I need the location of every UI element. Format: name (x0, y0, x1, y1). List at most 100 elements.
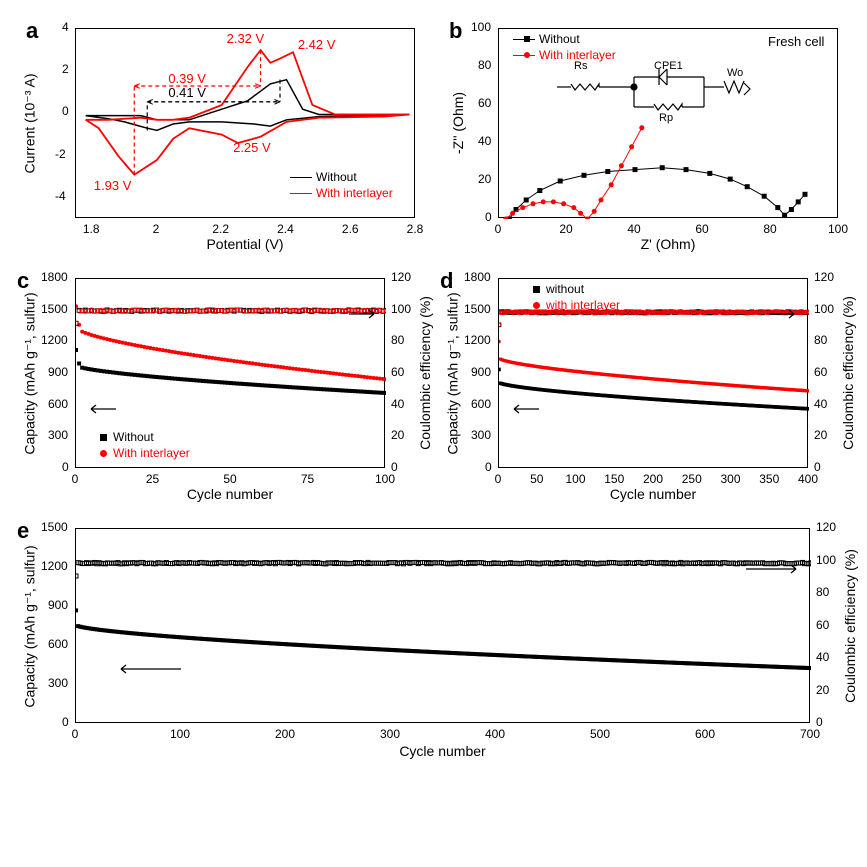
tick: 100 (391, 302, 411, 316)
annotation: 2.32 V (227, 31, 265, 46)
tick: 80 (391, 333, 404, 347)
tick: 40 (391, 397, 404, 411)
tick: 80 (814, 333, 827, 347)
tick: 75 (294, 472, 322, 486)
tick: 1200 (41, 333, 68, 347)
panel-e: e 030060090012001500 0100200300400500600… (10, 510, 857, 770)
legend-d-with: with interlayer (533, 298, 620, 312)
tick: 20 (478, 172, 491, 186)
tick: 0 (484, 222, 512, 236)
panel-e-ylabel: Capacity (mAh g⁻¹, sulfur) (22, 537, 39, 717)
panel-e-xlabel: Cycle number (75, 743, 810, 759)
tick: 300 (471, 428, 491, 442)
tick: 40 (816, 650, 829, 664)
tick: 900 (48, 365, 68, 379)
legend-c-without-label: Without (113, 430, 154, 444)
tick: 2 (62, 62, 69, 76)
legend-b-without-label: Without (539, 32, 580, 46)
legend-c-with: With interlayer (100, 446, 190, 460)
panel-c-legend: Without With interlayer (100, 430, 190, 462)
tick: 1200 (464, 333, 491, 347)
tick: 50 (216, 472, 244, 486)
legend-a-with-label: With interlayer (316, 186, 393, 200)
panel-b-ylabel: -Z'' (Ohm) (450, 73, 466, 173)
tick: 300 (376, 727, 404, 741)
figure: a -4-2024 1.822.22.42.62.8 Current (10⁻³… (10, 10, 857, 770)
tick: 0 (61, 727, 89, 741)
tick: -4 (55, 189, 66, 203)
tick: 600 (691, 727, 719, 741)
tick: 40 (620, 222, 648, 236)
tick: 0 (484, 472, 512, 486)
tick: 80 (478, 58, 491, 72)
panel-b-legend: Without With interlayer (513, 32, 616, 64)
circuit-cpe1: CPE1 (654, 60, 683, 72)
legend-b-with-label: With interlayer (539, 48, 616, 62)
tick: 20 (552, 222, 580, 236)
tick: 1500 (41, 520, 68, 534)
tick: 400 (794, 472, 822, 486)
panel-b-freshcell: Fresh cell (768, 34, 824, 49)
panel-c: c 0300600900120015001800 0255075100 0204… (10, 260, 433, 510)
tick: 120 (816, 520, 836, 534)
tick: 2.8 (401, 222, 429, 236)
panel-a-ylabel: Current (10⁻³ A) (22, 64, 39, 184)
tick: 2.2 (207, 222, 235, 236)
tick: 100 (816, 553, 836, 567)
tick: 1500 (41, 302, 68, 316)
panel-d-legend: without with interlayer (533, 282, 620, 314)
tick: 0 (816, 715, 823, 729)
tick: 300 (48, 676, 68, 690)
tick: 0 (814, 460, 821, 474)
tick: 900 (48, 598, 68, 612)
panel-a: a -4-2024 1.822.22.42.62.8 Current (10⁻³… (10, 10, 433, 260)
legend-b-with: With interlayer (513, 48, 616, 62)
annotation: 1.93 V (94, 178, 132, 193)
legend-c-without: Without (100, 430, 190, 444)
tick: 20 (814, 428, 827, 442)
tick: 900 (471, 365, 491, 379)
plot-e-area (75, 528, 810, 723)
tick: 2 (142, 222, 170, 236)
legend-d-with-label: with interlayer (546, 298, 620, 312)
row-2: c 0300600900120015001800 0255075100 0204… (10, 260, 857, 510)
panel-c-y2label: Coulombic efficiency (%) (417, 283, 433, 463)
tick: 0 (62, 104, 69, 118)
tick: 250 (678, 472, 706, 486)
circuit-rp: Rp (659, 112, 673, 124)
tick: 80 (756, 222, 784, 236)
legend-d-without: without (533, 282, 620, 296)
tick: 40 (814, 397, 827, 411)
tick: 500 (586, 727, 614, 741)
tick: 600 (48, 637, 68, 651)
tick: 300 (48, 428, 68, 442)
tick: 100 (824, 222, 852, 236)
panel-d-y2label: Coulombic efficiency (%) (840, 283, 856, 463)
tick: 50 (523, 472, 551, 486)
panel-a-legend: Without With interlayer (290, 170, 393, 202)
tick: 200 (271, 727, 299, 741)
annotation: 2.25 V (233, 140, 271, 155)
tick: 600 (48, 397, 68, 411)
panel-b-xlabel: Z' (Ohm) (498, 236, 838, 252)
legend-a-with: With interlayer (290, 186, 393, 200)
tick: 25 (139, 472, 167, 486)
tick: 350 (755, 472, 783, 486)
tick: 0 (61, 472, 89, 486)
tick: 100 (166, 727, 194, 741)
legend-a-without: Without (290, 170, 393, 184)
panel-d-xlabel: Cycle number (498, 486, 808, 502)
tick: 400 (481, 727, 509, 741)
tick: 60 (478, 96, 491, 110)
row-1: a -4-2024 1.822.22.42.62.8 Current (10⁻³… (10, 10, 857, 260)
tick: 60 (391, 365, 404, 379)
tick: 120 (391, 270, 411, 284)
legend-c-with-label: With interlayer (113, 446, 190, 460)
tick: 600 (471, 397, 491, 411)
panel-e-y2label: Coulombic efficiency (%) (842, 536, 858, 716)
annotation: 0.41 V (168, 85, 206, 100)
tick: 120 (814, 270, 834, 284)
panel-b-label: b (449, 18, 462, 44)
panel-b: b (433, 10, 856, 260)
tick: 2.4 (271, 222, 299, 236)
